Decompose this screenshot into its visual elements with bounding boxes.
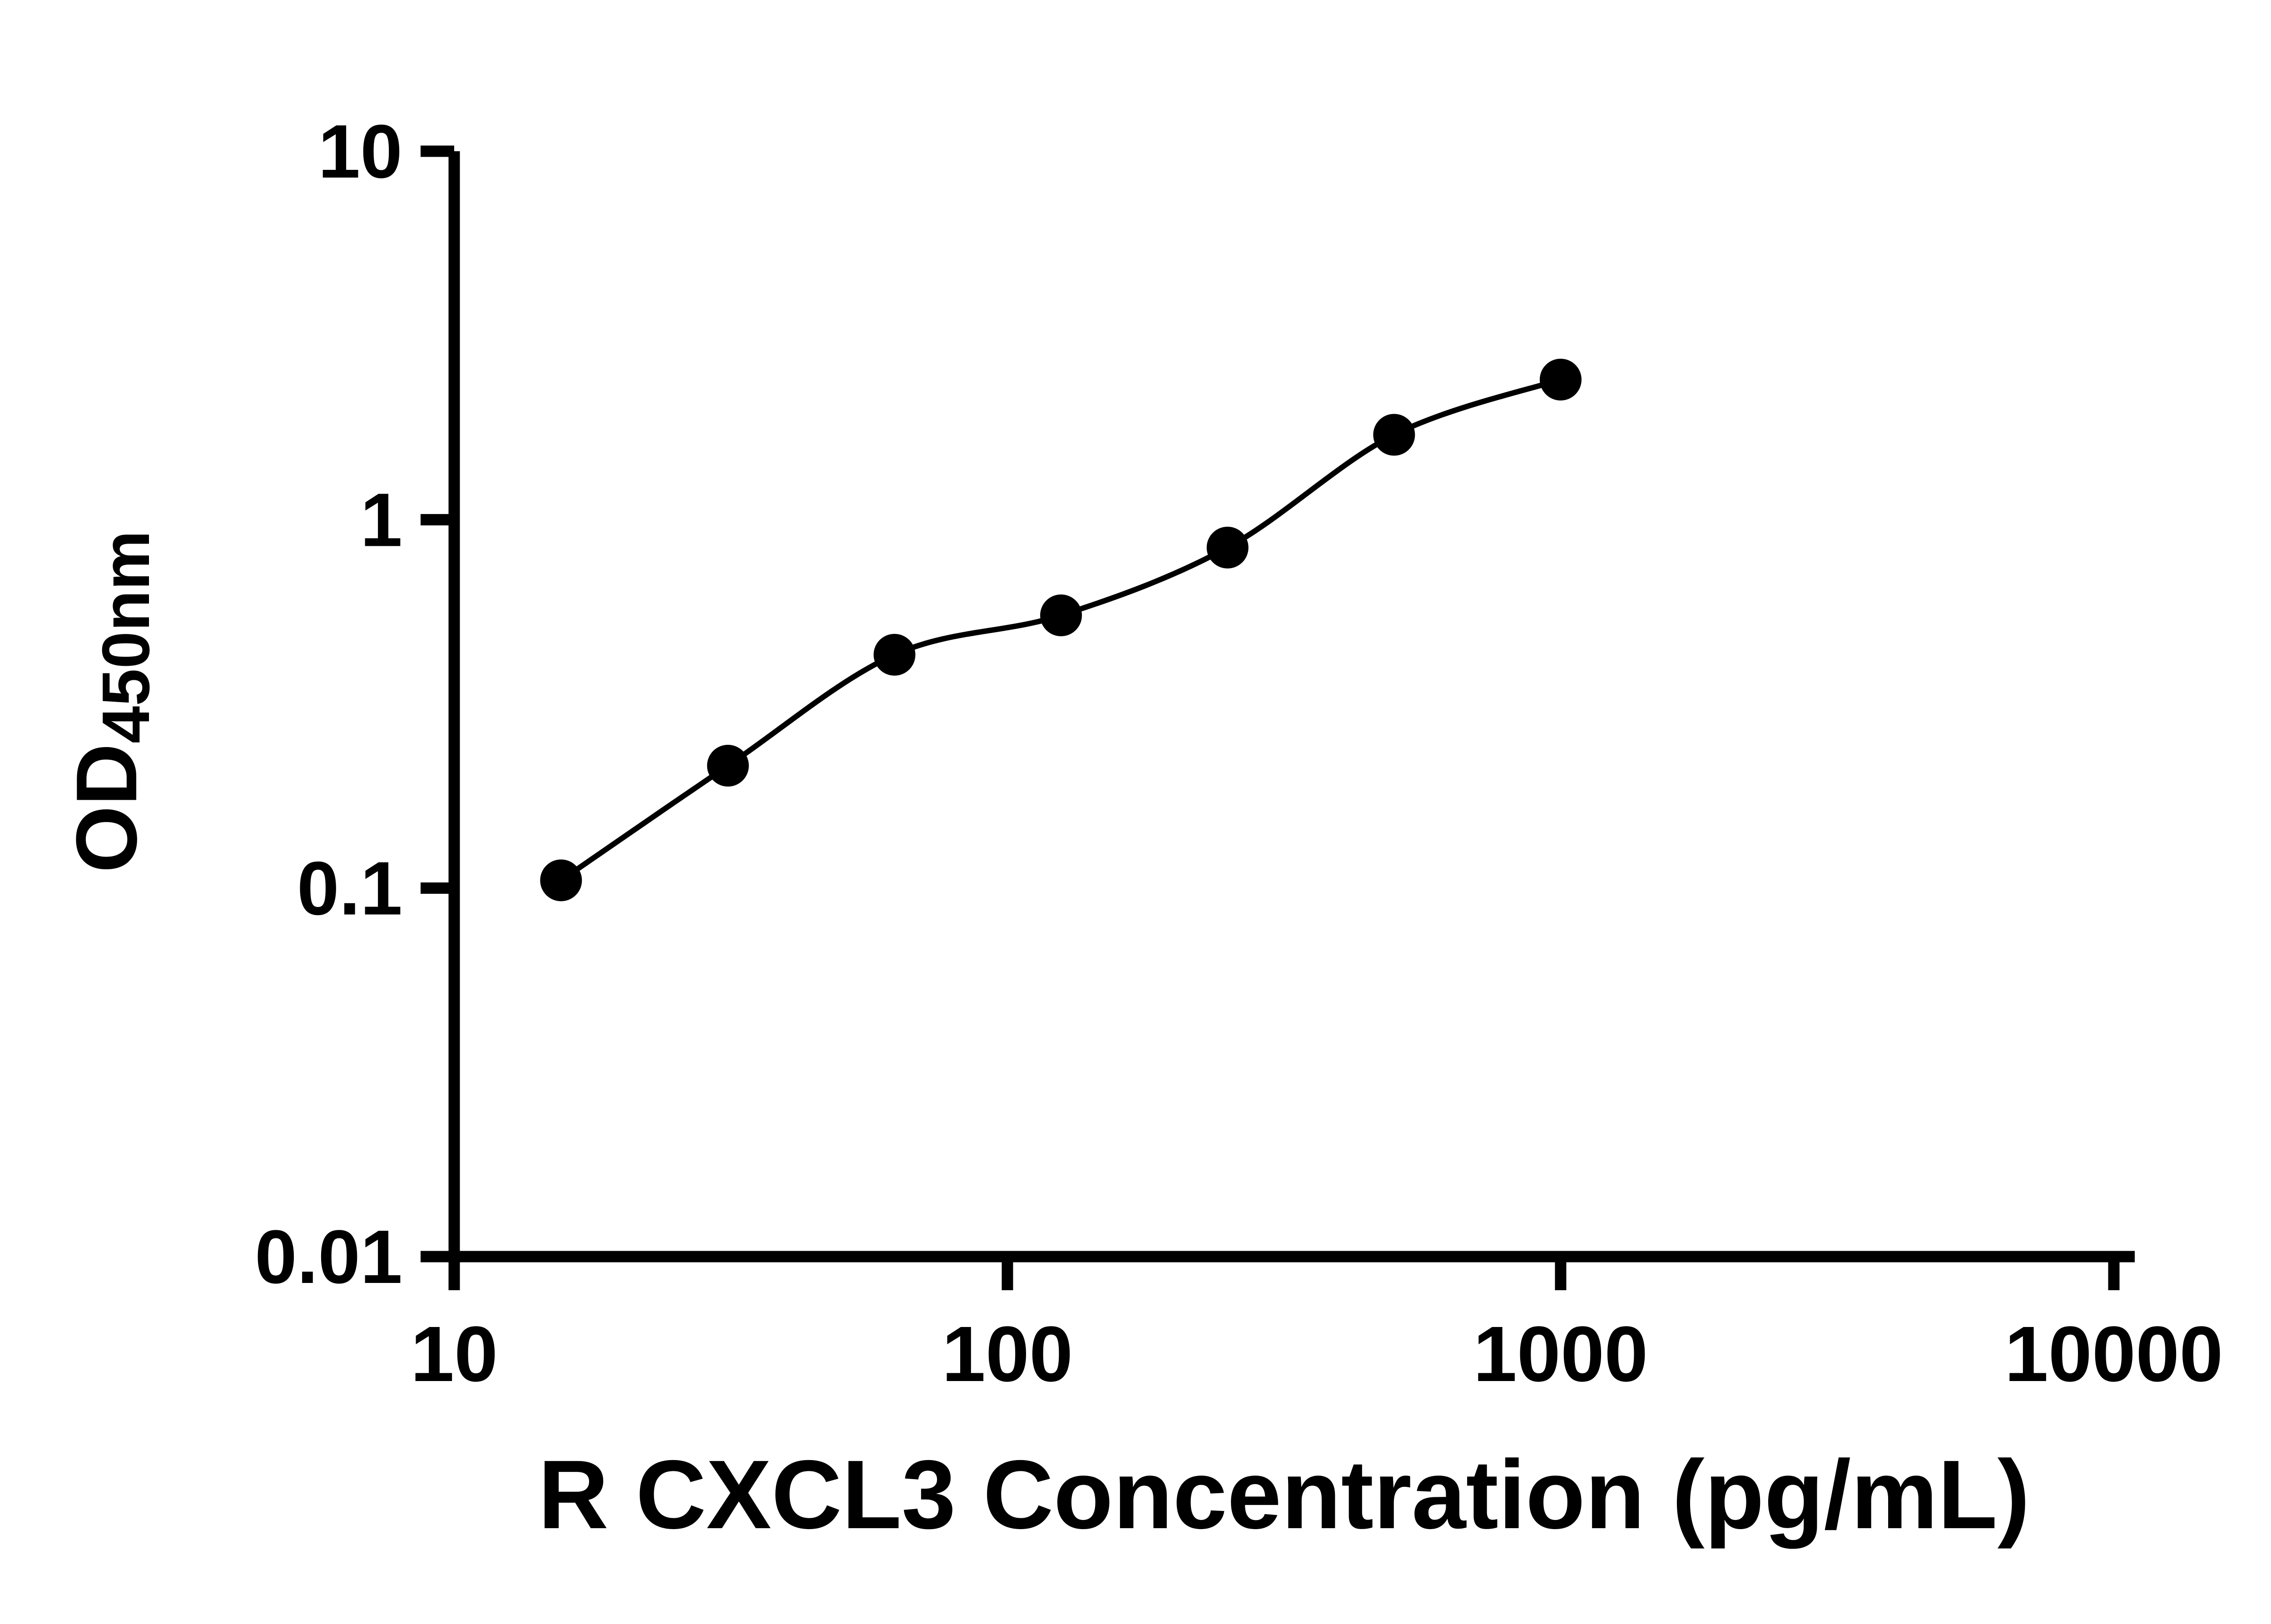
y-tick-label-0.1: 0.1 <box>297 847 402 931</box>
x-tick-label-1000: 1000 <box>1473 1310 1648 1398</box>
data-point-62.5 <box>873 634 916 676</box>
y-axis-title: OD450nm <box>59 530 164 873</box>
data-point-250 <box>1206 526 1249 569</box>
x-tick-label-100: 100 <box>942 1310 1073 1398</box>
axes-layer: 0.01 0.1 1 10 10 100 1000 10000 <box>255 109 2223 1398</box>
axis-frame <box>448 151 2135 1263</box>
x-tick-label-10000: 10000 <box>2004 1310 2223 1398</box>
y-tick-label-1: 1 <box>360 478 402 562</box>
y-tick-label-10: 10 <box>318 109 402 194</box>
y-axis-title-subscript: 450nm <box>89 530 164 743</box>
data-point-500 <box>1373 414 1415 456</box>
series-layer <box>540 358 1582 901</box>
y-tick-label-0.01: 0.01 <box>255 1215 402 1299</box>
data-point-31.25 <box>707 744 749 787</box>
x-tick-label-10: 10 <box>411 1310 498 1398</box>
data-point-1000 <box>1540 358 1582 401</box>
data-point-125 <box>1040 594 1082 636</box>
y-axis-title-main: OD <box>59 743 155 873</box>
x-axis-title: R CXCL3 Concentration (pg/mL) <box>538 1440 2030 1549</box>
data-point-15.6 <box>540 859 582 901</box>
